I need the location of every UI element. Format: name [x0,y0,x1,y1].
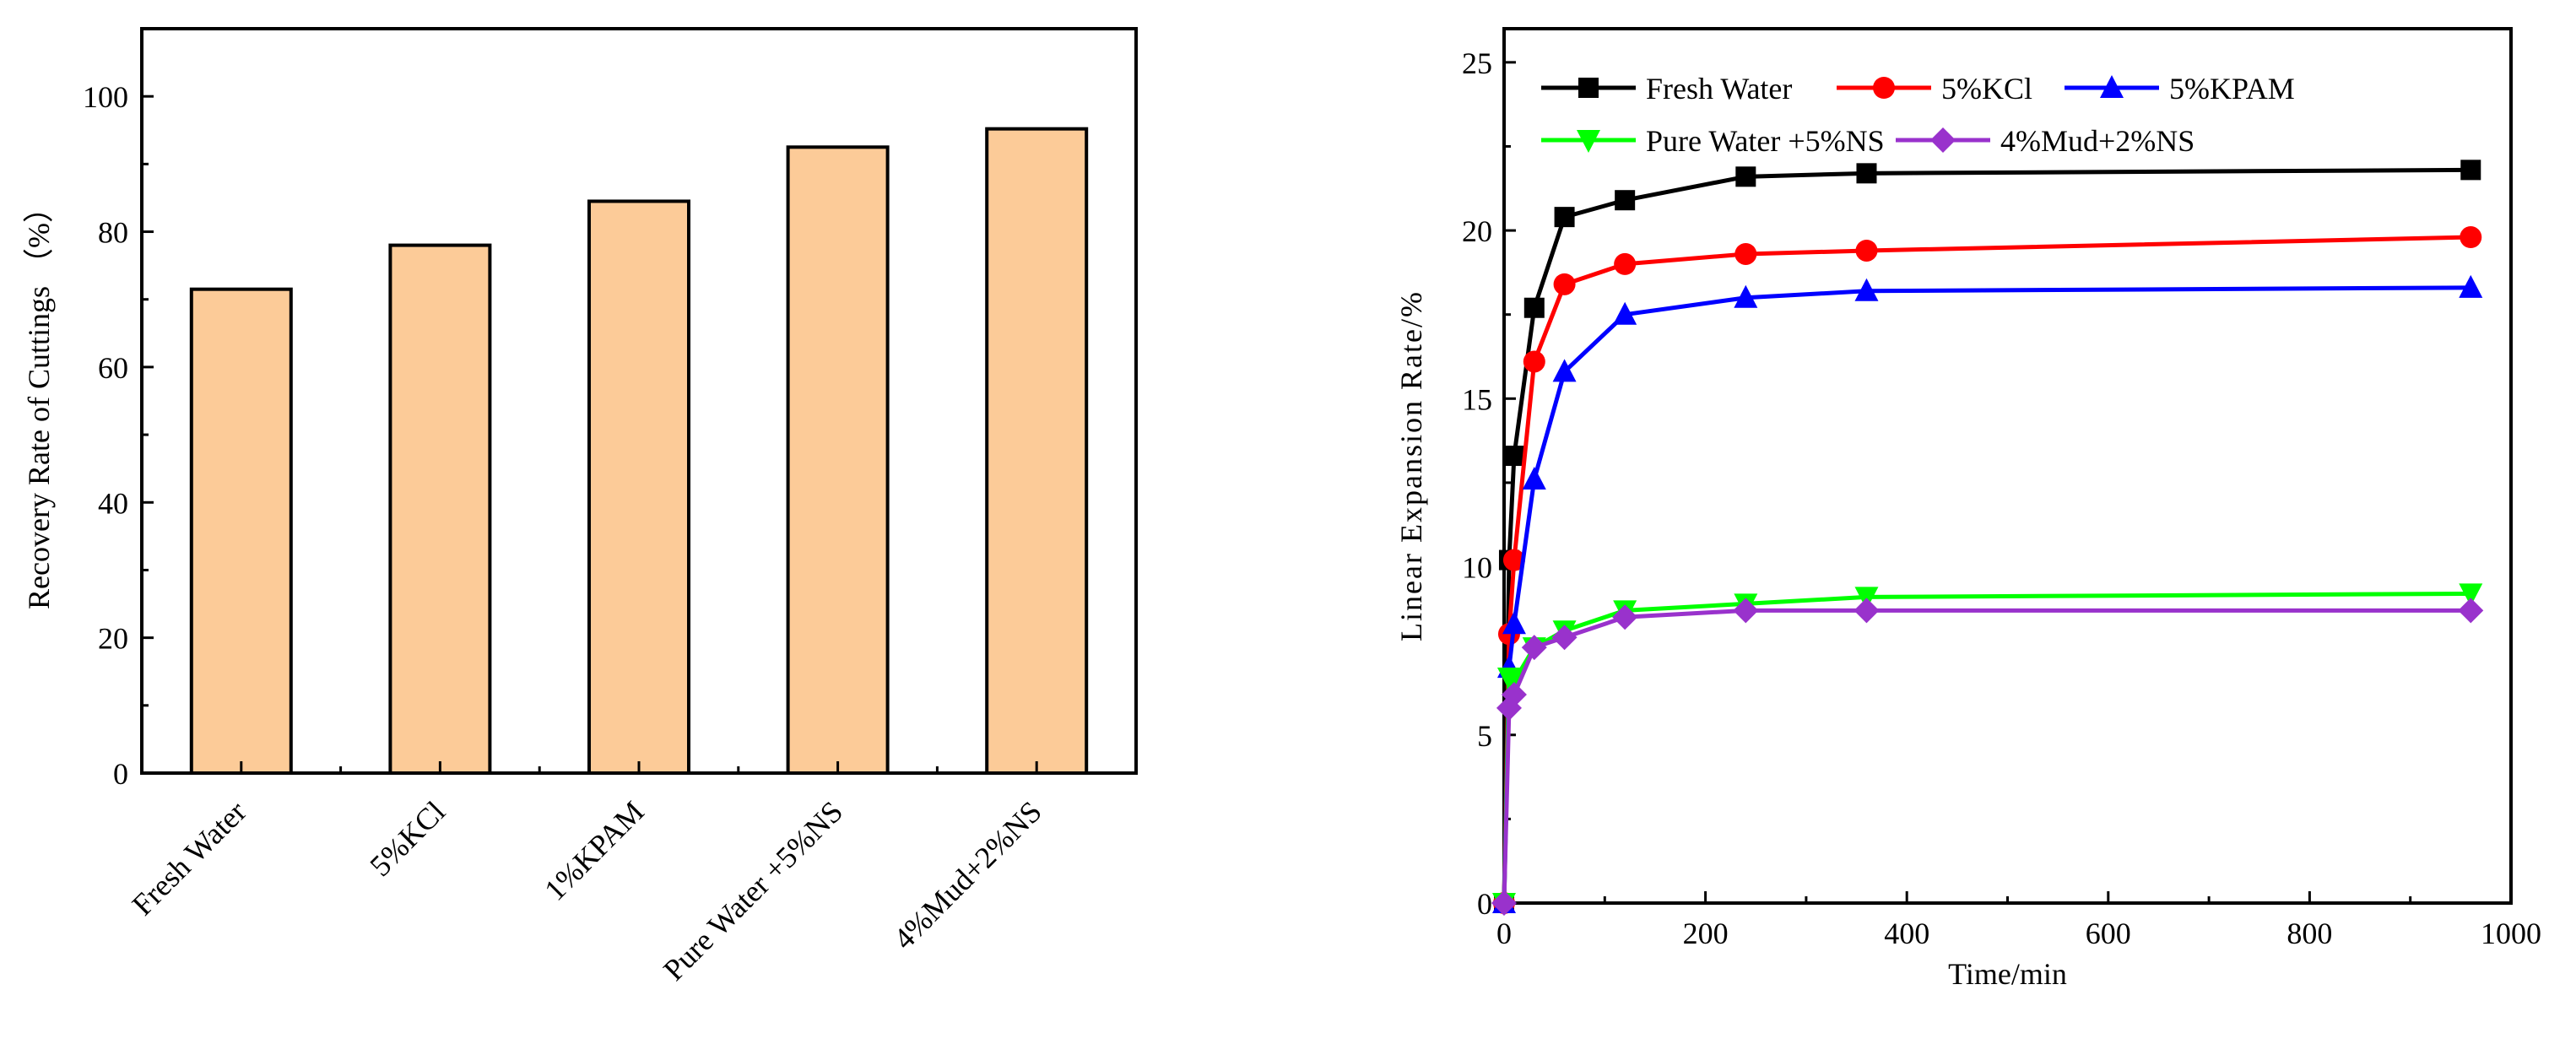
y-tick-label: 0 [113,757,128,791]
y-tick-label: 5 [1477,719,1492,753]
y-tick-label: 10 [1462,551,1492,585]
legend-item: Fresh Water [1541,72,1792,105]
data-point [2460,160,2481,181]
data-point [1614,252,1637,275]
data-point [2458,598,2484,624]
legend-marker [1873,77,1895,99]
plot-frame [1502,27,2513,905]
bar [587,199,690,776]
y-tick-label: 60 [98,351,128,385]
y-tick-label: 20 [1462,214,1492,248]
data-point [1523,297,1545,318]
data-point [1491,890,1517,916]
legend-label: 5%KCl [1941,72,2032,105]
x-tick-label: 200 [1683,917,1729,950]
x-tick-label: Pure Water +5%NS [657,794,849,987]
y-tick-label: 100 [83,80,128,114]
legend-marker [2100,75,2124,98]
legend-marker [1930,127,1956,153]
data-point [1615,190,1636,211]
x-tick-label: 5%KCl [363,794,452,883]
data-point [1553,273,1576,295]
data-point [1734,242,1757,265]
series [1493,226,2482,914]
series [1491,598,2484,916]
x-tick-label: 1%KPAM [538,794,650,906]
y-axis-title: Linear Expansion Rate/% [1394,290,1428,641]
series [1494,160,2481,913]
series-line [1502,235,2471,904]
legend-item: Pure Water +5%NS [1541,124,1885,158]
x-tick-label: Fresh Water [126,794,253,922]
x-tick-label: 0 [1496,917,1512,950]
legend-label: Pure Water +5%NS [1646,124,1885,158]
bar-chart: 0 20 40 60 80 100 Recovery Rate of Cuttings （%… [22,27,1138,987]
x-tick-label: 800 [2286,917,2332,950]
legend-item: 5%KCl [1837,72,2032,105]
data-point [1733,598,1759,624]
y-tick-label: 80 [98,216,128,250]
data-point [1554,207,1575,228]
series-line [1502,167,2471,904]
data-point [1503,446,1524,467]
data-point [2460,226,2482,249]
legend-marker [1577,130,1600,153]
series [1492,274,2483,913]
bar [189,287,293,775]
data-point [1854,598,1880,624]
data-point [1612,604,1638,630]
x-tick-label: 4%Mud+2%NS [887,794,1048,955]
bar [985,127,1089,776]
y-tick-label: 20 [98,622,128,656]
data-point [1501,681,1527,707]
data-point [1552,359,1577,382]
y-tick-label: 25 [1462,46,1492,80]
series [1492,583,2483,916]
data-point [1855,239,1878,262]
y-tick-label: 15 [1462,382,1492,416]
legend-label: 5%KPAM [2169,72,2295,105]
data-point [1502,549,1525,571]
data-point [2459,583,2483,607]
bar [786,145,890,775]
data-point [1856,163,1877,184]
legend-label: 4%Mud+2%NS [2000,124,2194,158]
data-point [1613,301,1637,325]
line-chart: 0 5 10 15 20 25 0 200 400 600 800 1000 Time/min Linea… [1394,27,2541,991]
legend: Fresh Water 5%KCl 5%KPAM Pure Water +5%NS 4%… [1541,72,2295,158]
data-point [1734,284,1758,308]
x-axis-title: Time/min [1948,957,2067,991]
x-tick-label: 600 [2086,917,2131,950]
legend-marker [1578,78,1599,98]
legend-item: 5%KPAM [2065,72,2295,105]
bar [388,243,492,775]
data-point [2459,274,2483,298]
data-point [1502,611,1526,635]
y-axis-title: Recovery Rate of Cuttings （%） [22,192,56,609]
y-tick-label: 0 [1477,887,1492,921]
legend-item: 4%Mud+2%NS [1896,124,2194,158]
y-tick-label: 40 [98,486,128,520]
data-point [1735,166,1756,187]
series-line [1502,591,2471,904]
x-tick-label: 1000 [2481,917,2541,950]
x-tick-label: 400 [1884,917,1929,950]
data-point [1854,278,1879,301]
series-line [1502,608,2471,904]
legend-label: Fresh Water [1646,72,1792,105]
data-point [1523,350,1545,373]
data-point [1551,625,1578,651]
data-point [1521,635,1547,661]
data-point [1522,466,1546,490]
